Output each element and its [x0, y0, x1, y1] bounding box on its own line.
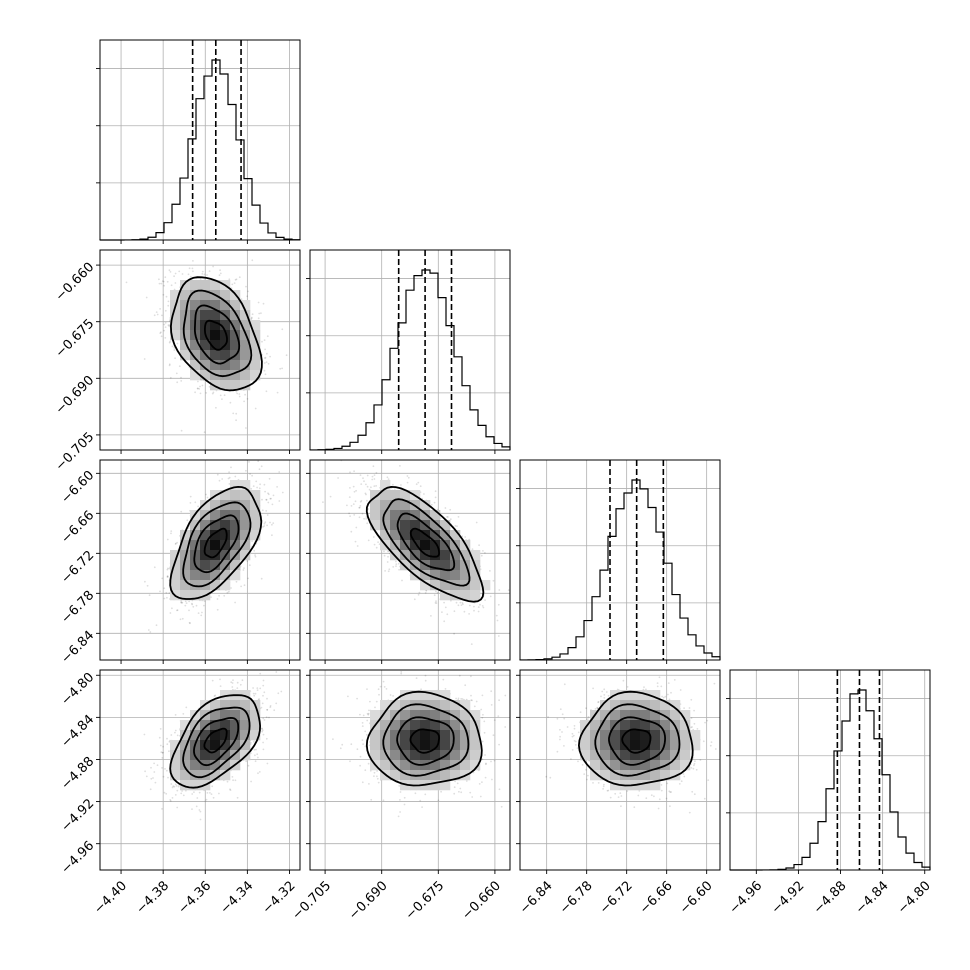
histogram-3: [730, 689, 931, 871]
hist-panel-2: [516, 459, 721, 664]
y-tick-label-2-3: −6.66: [59, 508, 98, 547]
x-tick-label-0-1: −4.38: [133, 878, 172, 917]
histogram-1: [309, 269, 511, 451]
contour-3-2-3: [577, 690, 694, 787]
scatter-panel-3-0: [96, 669, 301, 874]
scatter-panel-2-1: [306, 459, 511, 664]
x-tick-label-1-3: −0.660: [459, 878, 504, 923]
contour-3-1-0: [409, 728, 441, 754]
x-tick-label-3-1: −4.92: [769, 878, 808, 917]
contour-1-0-2: [182, 289, 253, 378]
contour-2-0-0: [203, 527, 228, 559]
contour-3-0-1: [193, 716, 240, 767]
x-tick-label-3-0: −4.96: [727, 878, 766, 917]
y-tick-label-3-4: −4.80: [59, 670, 98, 709]
contour-2-0-1: [193, 514, 240, 574]
contour-1-0-1: [194, 304, 241, 365]
contour-3-2-0: [621, 728, 652, 754]
x-tick-label-2-4: −6.60: [677, 878, 716, 917]
x-tick-label-0-3: −4.34: [218, 878, 257, 917]
y-tick-label-3-1: −4.92: [59, 796, 98, 835]
contour-3-1-2: [382, 703, 470, 777]
contour-1-0-3: [169, 276, 263, 392]
x-tick-label-2-0: −6.84: [517, 878, 556, 917]
hist-panel-1: [306, 249, 511, 454]
panel-frame-1-0: [99, 249, 301, 451]
hist-panel-0: [96, 39, 301, 244]
x-tick-label-1-2: −0.675: [403, 878, 448, 923]
density-shading-3-2: [580, 690, 701, 791]
y-tick-label-2-1: −6.78: [59, 588, 98, 627]
contour-2-1-3: [365, 485, 485, 603]
x-tick-label-3-3: −4.84: [853, 878, 892, 917]
panel-frame-3-0: [99, 669, 301, 871]
panel-frame-0-0: [99, 39, 301, 241]
scatter-panel-3-1: [306, 669, 511, 874]
hist-panel-3: [726, 669, 931, 874]
y-tick-label-2-4: −6.60: [59, 468, 98, 507]
panel-frame-2-0: [99, 459, 301, 661]
y-tick-label-1-0: −0.705: [53, 430, 98, 475]
contour-1-0-0: [204, 319, 228, 351]
x-tick-label-1-1: −0.690: [346, 878, 391, 923]
density-shading-2-1: [370, 480, 491, 601]
x-tick-label-1-0: −0.705: [290, 878, 335, 923]
y-tick-label-3-0: −4.96: [59, 838, 98, 877]
y-tick-label-3-3: −4.84: [59, 712, 98, 751]
x-tick-label-2-3: −6.66: [637, 878, 676, 917]
panel-frame-3-3: [729, 669, 931, 871]
x-tick-label-3-4: −4.80: [895, 878, 934, 917]
x-tick-label-2-1: −6.78: [557, 878, 596, 917]
x-tick-label-0-0: −4.40: [91, 878, 130, 917]
histogram-0: [100, 59, 301, 241]
scatter-panel-1-0: [96, 249, 301, 454]
contour-3-2-2: [594, 703, 681, 777]
contour-3-1-3: [365, 690, 483, 787]
y-tick-label-3-2: −4.88: [59, 754, 98, 793]
contour-3-0-0: [203, 727, 228, 754]
y-tick-label-2-0: −6.84: [59, 628, 98, 667]
contour-3-1-1: [396, 716, 455, 766]
x-tick-label-0-2: −4.36: [176, 878, 215, 917]
y-tick-label-2-2: −6.72: [59, 548, 98, 587]
contour-2-1-2: [382, 498, 471, 587]
y-tick-label-1-3: −0.660: [53, 260, 98, 305]
y-tick-label-1-1: −0.690: [53, 373, 98, 418]
x-tick-label-3-2: −4.88: [811, 878, 850, 917]
contour-3-2-1: [608, 716, 667, 766]
panel-frame-1-1: [309, 249, 511, 451]
contour-2-0-3: [169, 485, 263, 600]
y-tick-label-1-2: −0.675: [53, 316, 98, 361]
contour-2-1-1: [396, 512, 456, 572]
histogram-2: [519, 479, 721, 661]
panel-frame-2-2: [519, 459, 721, 661]
panel-frame-3-1: [309, 669, 511, 871]
contour-2-0-2: [182, 501, 252, 588]
contour-3-0-3: [169, 694, 262, 789]
contour-3-0-2: [182, 706, 251, 779]
scatter-panel-2-0: [96, 459, 301, 664]
panel-frame-3-2: [519, 669, 721, 871]
scatter-panel-3-2: [516, 669, 721, 874]
panel-frame-2-1: [309, 459, 511, 661]
contour-2-1-0: [409, 527, 441, 558]
x-tick-label-2-2: −6.72: [597, 878, 636, 917]
